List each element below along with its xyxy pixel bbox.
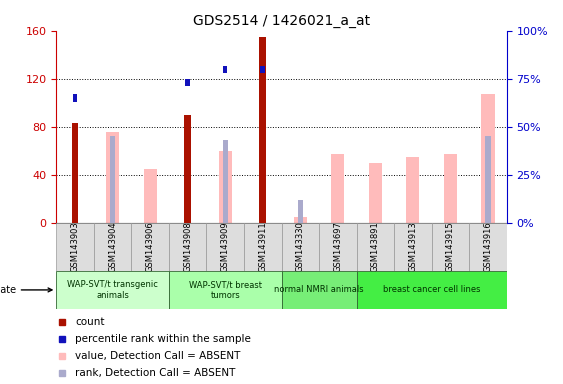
Text: GSM143916: GSM143916 — [484, 221, 493, 272]
Bar — [223, 66, 227, 73]
Text: breast cancer cell lines: breast cancer cell lines — [383, 285, 480, 295]
Bar — [282, 223, 319, 271]
Text: GSM143904: GSM143904 — [108, 222, 117, 272]
Bar — [294, 217, 307, 223]
Bar — [260, 37, 266, 223]
Bar — [207, 223, 244, 271]
Bar — [222, 140, 228, 223]
Text: GSM143913: GSM143913 — [408, 221, 417, 272]
Text: GSM143915: GSM143915 — [446, 222, 455, 272]
Text: rank, Detection Call = ABSENT: rank, Detection Call = ABSENT — [75, 368, 235, 378]
Bar — [469, 223, 507, 271]
Bar — [110, 136, 115, 223]
Bar — [298, 200, 303, 223]
Text: GSM143903: GSM143903 — [70, 221, 79, 272]
Bar — [169, 271, 282, 309]
Text: percentile rank within the sample: percentile rank within the sample — [75, 334, 251, 344]
Text: GSM143330: GSM143330 — [296, 221, 305, 272]
Bar — [131, 223, 169, 271]
Bar — [444, 154, 457, 223]
Text: GSM143891: GSM143891 — [371, 221, 380, 272]
Bar — [56, 271, 169, 309]
Bar — [184, 115, 191, 223]
Bar — [106, 131, 119, 223]
Bar — [485, 136, 490, 223]
Bar — [94, 223, 131, 271]
Bar — [72, 123, 78, 223]
Bar — [481, 94, 494, 223]
Bar — [144, 169, 157, 223]
Text: value, Detection Call = ABSENT: value, Detection Call = ABSENT — [75, 351, 240, 361]
Bar — [169, 223, 207, 271]
Text: GSM143908: GSM143908 — [183, 221, 192, 272]
Bar — [394, 223, 432, 271]
Bar — [56, 223, 94, 271]
Title: GDS2514 / 1426021_a_at: GDS2514 / 1426021_a_at — [193, 14, 370, 28]
Bar — [432, 223, 469, 271]
Text: GSM143906: GSM143906 — [146, 221, 155, 272]
Text: count: count — [75, 317, 105, 327]
Text: WAP-SVT/t transgenic
animals: WAP-SVT/t transgenic animals — [67, 280, 158, 300]
Bar — [218, 151, 232, 223]
Bar — [331, 154, 345, 223]
Text: WAP-SVT/t breast
tumors: WAP-SVT/t breast tumors — [189, 280, 262, 300]
Bar — [406, 157, 419, 223]
Bar — [356, 223, 394, 271]
Text: GSM143911: GSM143911 — [258, 222, 267, 272]
Bar — [185, 79, 190, 86]
Bar — [319, 223, 356, 271]
Text: GSM143697: GSM143697 — [333, 221, 342, 272]
Bar — [356, 271, 507, 309]
Bar — [244, 223, 282, 271]
Text: GSM143909: GSM143909 — [221, 222, 230, 272]
Text: disease state: disease state — [0, 285, 52, 295]
Bar — [73, 94, 77, 101]
Text: normal NMRI animals: normal NMRI animals — [274, 285, 364, 295]
Bar — [261, 66, 265, 73]
Bar — [369, 163, 382, 223]
Bar — [282, 271, 356, 309]
